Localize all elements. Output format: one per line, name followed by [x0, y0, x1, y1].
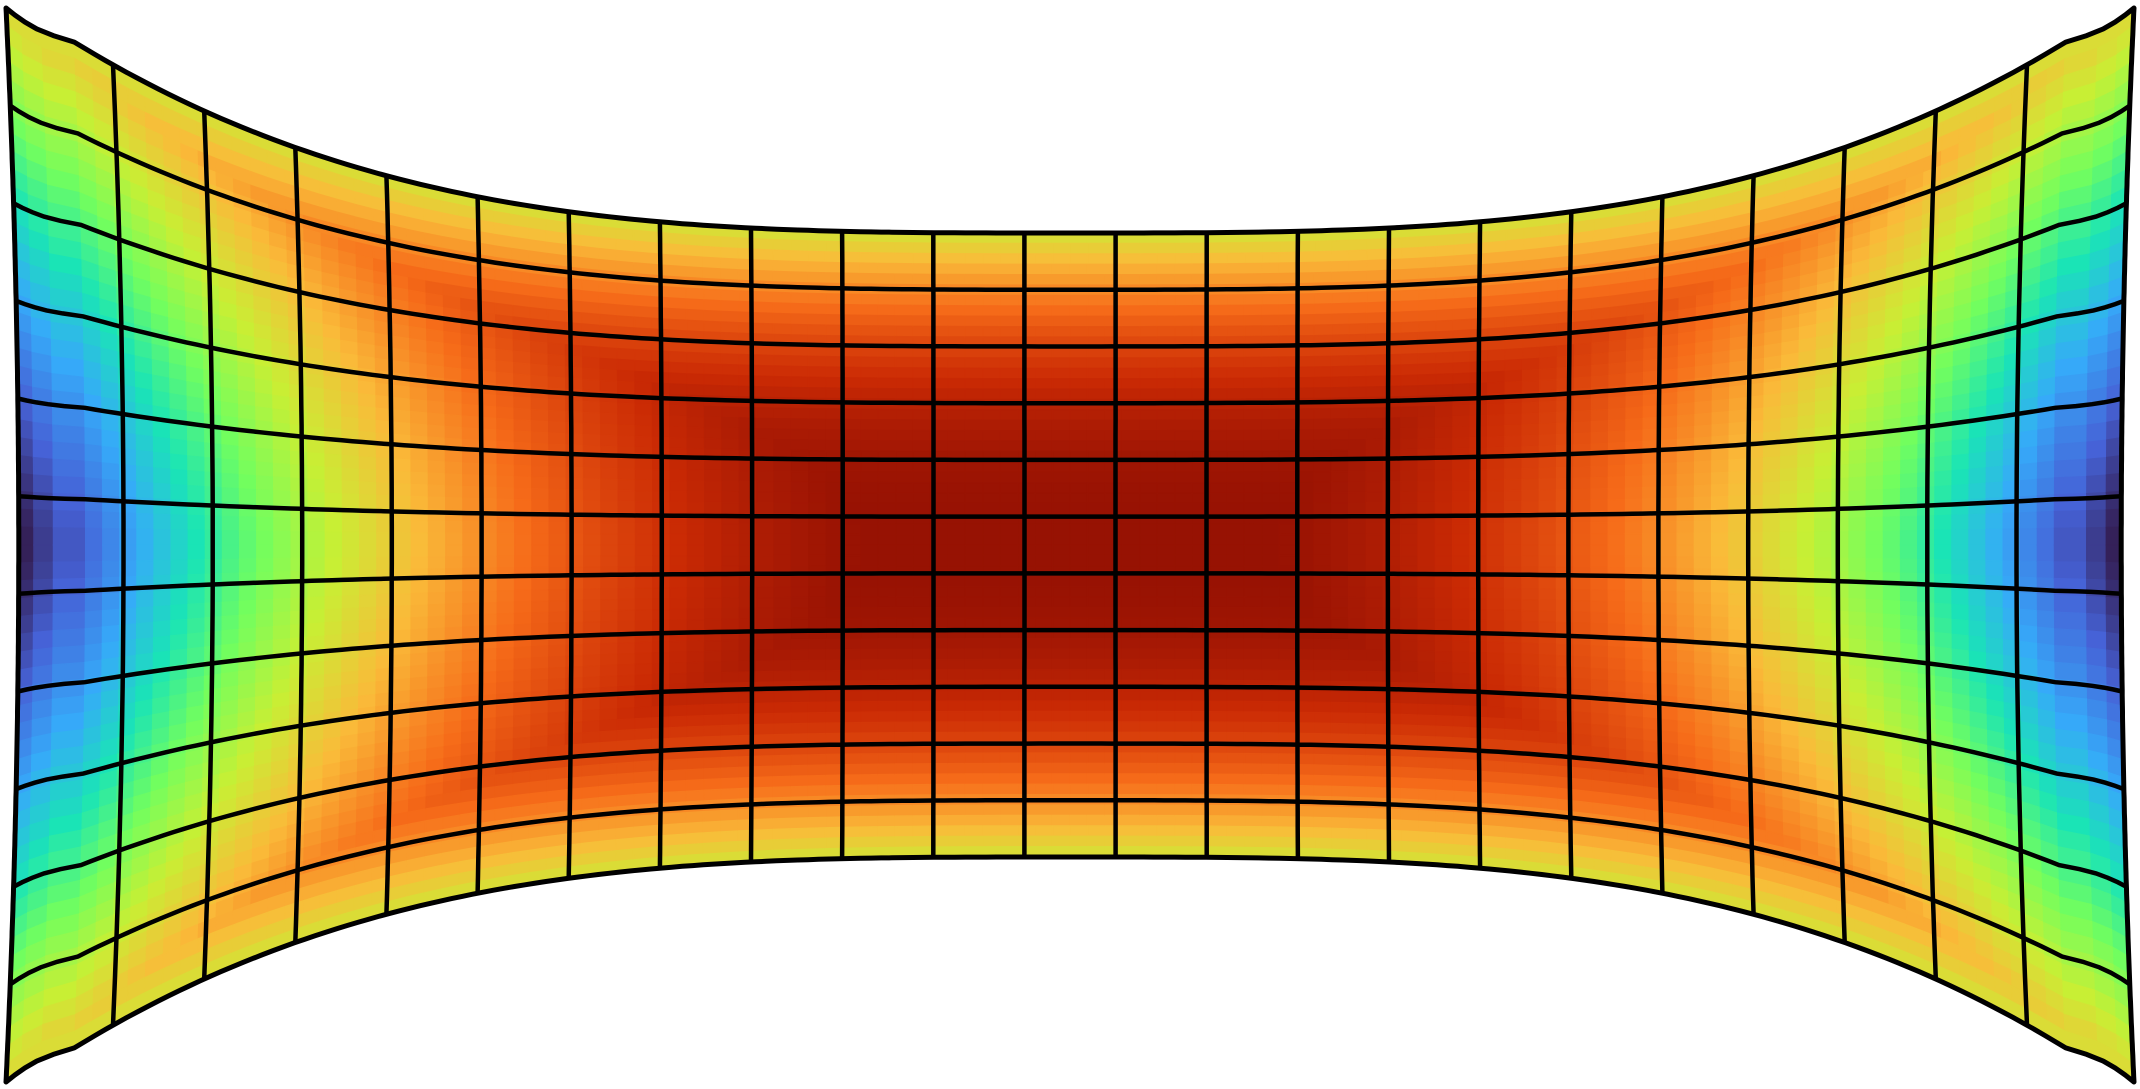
- contour-field: [6, 8, 2134, 1082]
- mesh-column-line: [1566, 211, 1574, 879]
- mesh-column-line: [201, 110, 215, 980]
- mesh-column-line: [1656, 196, 1665, 894]
- mesh-column-line: [748, 227, 755, 863]
- mesh-column-line: [1385, 227, 1392, 863]
- mesh-row-line: [15, 684, 2125, 792]
- mesh-column-line: [293, 147, 305, 943]
- mesh-column-line: [2014, 64, 2030, 1026]
- mesh-outline: [3, 5, 2137, 1085]
- mesh-column-line: [384, 175, 395, 915]
- mesh-column-line: [475, 196, 484, 894]
- mesh-row-line: [18, 571, 2122, 597]
- mesh-column-line: [110, 64, 126, 1026]
- mesh-row-line: [15, 298, 2125, 406]
- mesh-row-line: [18, 493, 2122, 519]
- mesh-column-line: [1745, 175, 1756, 915]
- mesh-row-line: [8, 103, 2132, 292]
- mesh-column-line: [1835, 147, 1847, 943]
- mesh-column-line: [1295, 231, 1301, 859]
- mesh-grid: [8, 64, 2132, 1026]
- mesh-column-line: [566, 211, 574, 879]
- mesh-column-line: [657, 221, 665, 869]
- mesh-row-line: [12, 201, 2128, 349]
- mesh-column-line: [1475, 221, 1483, 869]
- mesh-row-line: [17, 396, 2123, 463]
- mesh-row-line: [17, 627, 2123, 694]
- mesh-row-line: [8, 798, 2132, 987]
- mesh-column-line: [1925, 110, 1939, 980]
- mesh-column-line: [839, 231, 845, 859]
- mesh-row-line: [12, 741, 2128, 889]
